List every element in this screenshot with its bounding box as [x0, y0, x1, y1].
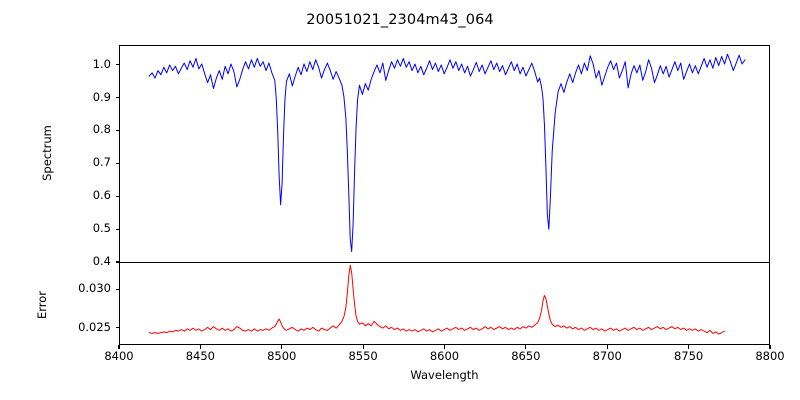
x-tick-label: 8450: [185, 349, 216, 363]
error-line-chart: [148, 264, 726, 335]
y-tick-label-spectrum: 0.9: [92, 89, 111, 104]
y-axis-title-spectrum: Spectrum: [40, 125, 54, 181]
y-tick-mark-spectrum: [115, 64, 119, 66]
y-tick-label-spectrum: 1.0: [92, 56, 111, 71]
y-tick-mark-spectrum: [115, 228, 119, 230]
x-tick-mark: [362, 345, 364, 349]
x-tick-label: 8500: [267, 349, 297, 363]
x-tick-label: 8600: [429, 349, 460, 363]
x-tick-mark: [688, 345, 690, 349]
x-tick-label: 8550: [348, 349, 378, 363]
error-plot-panel: [119, 262, 770, 345]
y-tick-label-error: 0.030: [78, 281, 111, 296]
y-tick-mark-spectrum: [115, 97, 119, 99]
y-tick-label-error: 0.025: [78, 319, 111, 334]
x-tick-label: 8650: [511, 349, 541, 363]
error-data-line: [148, 264, 726, 335]
y-tick-mark-error: [115, 327, 119, 329]
spectrum-data-line: [148, 53, 746, 253]
y-tick-mark-spectrum: [115, 162, 119, 164]
y-tick-label-spectrum: 0.4: [92, 254, 111, 268]
x-tick-mark: [769, 345, 771, 349]
x-tick-mark: [281, 345, 283, 349]
y-tick-mark-spectrum: [115, 195, 119, 197]
x-tick-label: 8400: [104, 349, 134, 363]
spectrum-plot-panel: [119, 45, 770, 262]
x-tick-mark: [606, 345, 608, 349]
x-tick-label: 8700: [592, 349, 622, 363]
y-tick-label-spectrum: 0.7: [92, 155, 111, 170]
x-tick-label: 8800: [755, 349, 785, 363]
y-axis-title-error: Error: [35, 290, 49, 320]
page-title: 20051021_2304m43_064: [306, 12, 494, 28]
y-tick-mark-error: [115, 288, 119, 290]
y-tick-label-spectrum: 0.8: [92, 122, 111, 137]
x-tick-mark: [199, 345, 201, 349]
spectrum-line-chart: [148, 53, 746, 253]
y-tick-mark-spectrum: [115, 129, 119, 132]
x-axis-title-wavelength: Wavelength: [410, 368, 479, 382]
y-tick-label-spectrum: 0.6: [92, 188, 111, 203]
x-tick-mark: [443, 345, 446, 349]
x-tick-label: 8750: [673, 349, 704, 363]
y-tick-mark-spectrum: [115, 261, 119, 263]
y-tick-label-spectrum: 0.5: [92, 221, 111, 236]
x-tick-mark: [525, 345, 527, 349]
x-tick-mark: [118, 345, 120, 349]
